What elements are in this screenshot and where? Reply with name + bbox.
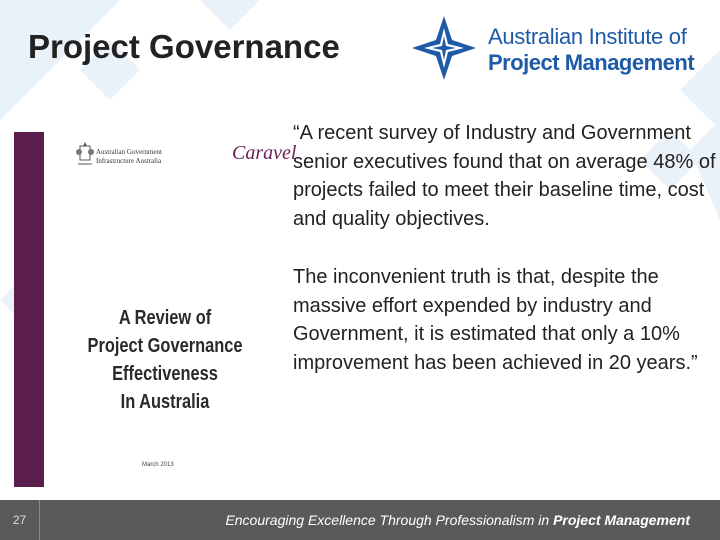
coat-of-arms-icon: [76, 142, 94, 165]
report-title-line: In Australia: [120, 391, 210, 413]
government-header: Australian Government Infrastructure Aus…: [76, 142, 186, 182]
report-cover-bar: [14, 132, 44, 487]
tagline-prefix: Encouraging Excellence Through Professio…: [225, 512, 554, 528]
quote-paragraph-2: The inconvenient truth is that, despite …: [293, 266, 698, 374]
gov-line1: Australian Government: [96, 148, 162, 156]
report-title-line: Project Governance: [87, 335, 243, 357]
quote-text: “A recent survey of Industry and Governm…: [293, 119, 718, 407]
background-decoration: [0, 0, 720, 340]
report-title-line: A Review of: [118, 307, 212, 329]
footer-tagline: Encouraging Excellence Through Professio…: [225, 512, 690, 528]
tagline-bold: Project Management: [553, 512, 690, 528]
report-cover-image: Australian Government Infrastructure Aus…: [14, 132, 296, 487]
gov-line2: Infrastructure Australia: [96, 157, 162, 165]
report-date: March 2013: [142, 462, 174, 468]
report-title-line: Effectiveness: [112, 363, 218, 385]
report-title: A Review of Project Governance Effective…: [87, 304, 243, 416]
government-text: Australian Government Infrastructure Aus…: [96, 148, 162, 166]
logo-text-line1: Australian Institute of: [488, 24, 687, 49]
footer-bar: 27 Encouraging Excellence Through Profes…: [0, 500, 720, 540]
slide-title: Project Governance: [28, 28, 340, 65]
aipm-logo: Australian Institute of Project Manageme…: [410, 14, 700, 84]
logo-text-line2: Project Management: [488, 50, 695, 75]
compass-star-icon: [412, 16, 476, 80]
page-number: 27: [0, 500, 40, 540]
quote-paragraph-1: “A recent survey of Industry and Governm…: [293, 122, 716, 230]
caravel-logo: Caravel: [232, 142, 297, 164]
